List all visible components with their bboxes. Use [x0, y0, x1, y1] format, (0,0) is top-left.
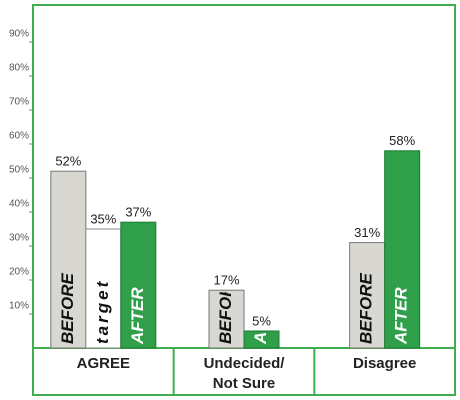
bar [50, 170, 87, 349]
y-tick-label: 10% [9, 301, 29, 312]
value-label: 58% [389, 133, 415, 148]
bar-label-group: AFTER [251, 287, 270, 345]
y-tick-label: 20% [9, 267, 29, 278]
bar [208, 289, 245, 349]
y-tick-label: 40% [9, 199, 29, 210]
bar-label-group: BEFORE [58, 273, 77, 345]
bar-series-label: BEFORE [216, 273, 235, 345]
y-tick-label: 50% [9, 165, 29, 176]
value-label: 52% [55, 154, 81, 169]
y-tick-label: 70% [9, 97, 29, 108]
bar-label-group: BEFORE [357, 273, 376, 345]
value-label: 31% [354, 225, 380, 240]
bar [243, 330, 280, 349]
bar-label-group: AFTER [392, 287, 411, 345]
y-tick-label: 80% [9, 63, 29, 74]
x-tick-label: Undecided/ Not Sure [203, 355, 285, 392]
bar-series-label: AFTER [251, 287, 270, 345]
y-tick-label: 90% [9, 29, 29, 40]
bar-label-group: AFTER [128, 287, 147, 345]
bar-series-label: AFTER [392, 287, 411, 345]
bar-series-label: BEFORE [357, 273, 376, 345]
bar-series-label: BEFORE [58, 273, 77, 345]
bar-series-label: target [93, 279, 112, 344]
bar-series-label: AFTER [128, 287, 147, 345]
value-label: 17% [213, 273, 239, 288]
bar [120, 221, 157, 349]
y-tick-label: 30% [9, 233, 29, 244]
bar-label-group: target [93, 279, 112, 344]
value-label: 5% [252, 313, 271, 328]
bar [384, 150, 421, 349]
value-label: 37% [125, 205, 151, 220]
x-tick-label: Disagree [352, 355, 417, 372]
value-label: 35% [90, 211, 116, 226]
y-tick-label: 60% [9, 131, 29, 142]
x-tick-label: AGREE [76, 355, 130, 372]
bar-label-group: BEFORE [216, 273, 235, 345]
